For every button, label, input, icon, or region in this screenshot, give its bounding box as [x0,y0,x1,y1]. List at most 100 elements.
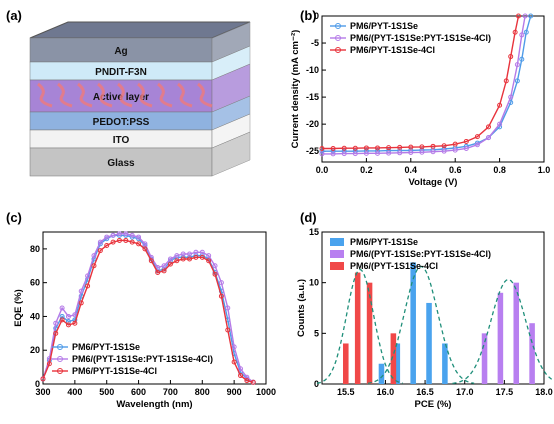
histogram-bar [513,282,520,384]
data-point [503,78,509,84]
y-tick-label: 10 [309,278,319,288]
data-point [386,150,392,156]
data-point [46,361,52,367]
series-line-0 [322,15,532,152]
data-point [136,241,142,247]
x-tick-label: 17.5 [496,387,514,397]
x-axis-title: Voltage (V) [409,177,458,188]
legend-entry-0: PM6/PYT-1S1Se [72,342,140,352]
x-tick-label: 0.0 [316,165,329,175]
data-point [486,124,491,130]
data-point [430,149,436,155]
data-point [441,143,447,149]
data-point [161,268,167,274]
histogram-bar [497,292,504,384]
data-point [514,78,520,84]
y-axis-title: EQE (%) [13,289,24,326]
data-point [375,145,380,151]
data-point [419,149,425,155]
legend-entry-1: PM6/(PYT-1S1Se:PYT-1S1Se-4Cl) [350,33,491,43]
histogram-bar [378,363,385,384]
data-point [167,256,173,262]
data-point [142,246,148,252]
data-point [65,313,71,319]
data-point [238,373,244,379]
data-point [363,150,369,156]
data-point [218,280,224,286]
legend-marker-2 [335,47,341,53]
x-tick-label: 900 [227,387,242,397]
data-point [129,239,135,245]
legend-entry-1: PM6/(PYT-1S1Se:PYT-1S1Se-4Cl) [350,249,491,259]
data-point [91,263,97,269]
data-point [352,145,358,151]
active-layer-texture [117,82,133,108]
data-point [116,231,122,237]
data-point [104,243,110,249]
series-line-1 [322,15,526,155]
histogram-bar [390,333,397,384]
data-point [441,148,447,154]
x-tick-label: 16.0 [377,387,395,397]
data-point [180,251,186,257]
data-point [319,145,325,151]
data-point [148,258,154,264]
histogram-bar [426,302,432,384]
x-axis-title: PCE (%) [415,399,452,410]
x-tick-label: 1.0 [538,165,551,175]
x-tick-label: 1000 [256,387,276,397]
data-point [78,300,84,306]
data-point [341,145,347,151]
plot-frame [42,231,267,385]
plot-frame [321,15,545,163]
data-point [91,253,97,259]
panel-d-pce-histogram: (d) 15.5 16.0 16.5 17.0 17.5 18.0 0 5 10 15 PCE (%… [296,210,554,410]
legend-marker-1 [57,356,63,362]
y-tick-label: 0 [314,379,319,389]
layer-label-glass: Glass [107,158,135,169]
x-tick-label: 15.5 [337,387,355,397]
histogram-bar [343,343,349,384]
top-face-ag [29,21,251,39]
data-point [463,145,469,151]
x-tick-label: 700 [163,387,178,397]
legend-marker-0 [335,23,341,29]
layer-label-ito: ITO [113,135,130,146]
data-point [212,271,218,277]
data-point [85,273,91,279]
data-point [206,253,212,259]
legend-entry-1: PM6/(PYT-1S1Se:PYT-1S1Se-4Cl) [72,354,213,364]
legend-entry-0: PM6/PYT-1S1Se [350,237,418,247]
panel-b-jv-chart: (b) 0.0 0.2 0.4 0.6 0.8 1.0 0 -5 -10 -15 -20 -25 Vol… [290,8,550,188]
data-point [161,263,167,269]
data-point [508,54,514,60]
active-layer-texture [157,82,173,108]
legend-entry-2: PM6/(PYT-1S1Se-4Cl [350,261,438,271]
layer-side-glass [211,131,251,177]
data-point [244,374,250,380]
data-point [142,241,148,247]
x-tick-label: 500 [99,387,114,397]
data-point [78,288,84,294]
data-point [104,234,110,240]
panel-a-label: (a) [6,8,22,23]
data-point [474,134,480,140]
data-point [65,319,71,325]
data-point [174,253,180,259]
x-tick-label: 0.8 [493,165,506,175]
data-point [59,317,65,323]
data-point [528,13,534,19]
data-point [522,13,528,19]
data-point [238,366,244,372]
legend-marker-2 [57,368,63,374]
data-point [497,121,503,127]
plot-frame [321,231,545,385]
data-point [397,144,403,150]
data-point [187,256,193,262]
data-point [419,144,425,150]
x-tick-label: 0.6 [449,165,462,175]
y-tick-label: -15 [306,92,319,102]
series-line-2 [322,15,520,150]
